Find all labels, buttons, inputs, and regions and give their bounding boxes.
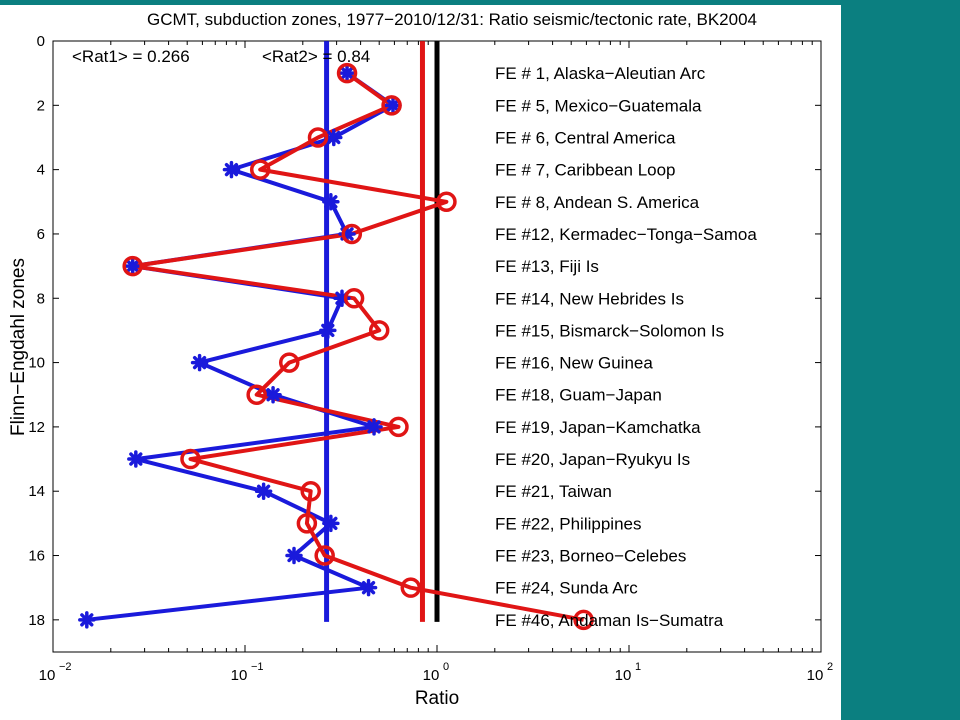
star-stroke: [361, 581, 376, 595]
zone-label: FE # 5, Mexico−Guatemala: [495, 96, 702, 115]
series-2-point: [388, 416, 409, 438]
ratio-chart: GCMT, subduction zones, 1977−2010/12/31:…: [8, 10, 833, 709]
series-1-point: [359, 578, 378, 597]
series-1-point: [254, 482, 273, 500]
x-axis-label: Ratio: [415, 688, 459, 709]
zone-label: FE #20, Japan−Ryukyu Is: [495, 450, 690, 469]
series-2-point: [381, 95, 402, 116]
series-1-point: [127, 450, 145, 468]
series-1-point: [384, 96, 402, 115]
zone-label: FE #16, New Guinea: [495, 354, 653, 373]
series-2-point: [573, 609, 594, 631]
x-tick-exponent: 2: [827, 661, 833, 673]
star-stroke: [287, 548, 301, 563]
x-tick-label: 10: [615, 667, 632, 684]
zone-label: FE # 7, Caribbean Loop: [495, 161, 676, 180]
x-tick-exponent: −2: [59, 661, 72, 673]
y-tick-label: 6: [37, 226, 45, 243]
right-side-panel: [841, 0, 960, 720]
chart-title: GCMT, subduction zones, 1977−2010/12/31:…: [147, 10, 757, 29]
star-stroke: [324, 195, 338, 209]
star-stroke: [192, 355, 207, 370]
series-2-point: [122, 255, 143, 277]
series-2-point: [368, 320, 390, 341]
series-1-point: [190, 353, 209, 372]
y-tick-label: 0: [37, 33, 45, 50]
zone-label: FE #12, Kermadec−Tonga−Samoa: [495, 225, 757, 244]
series-1-point: [365, 418, 383, 436]
series-2-line: [130, 71, 584, 622]
zone-label: FE #46, Andaman Is−Sumatra: [495, 611, 724, 630]
y-tick-label: 10: [28, 355, 45, 372]
x-tick-exponent: −1: [251, 661, 264, 673]
series-1-point: [123, 257, 142, 275]
series-2-point: [300, 480, 321, 502]
zone-label: FE #21, Taiwan: [495, 482, 612, 501]
series-2-point: [246, 384, 267, 405]
star-stroke: [340, 66, 354, 80]
series-2-point: [278, 352, 300, 373]
series-1-point: [338, 64, 356, 82]
star-stroke: [129, 452, 143, 466]
series-2-point: [436, 191, 457, 213]
series-2-point: [314, 545, 335, 566]
series-1-point: [285, 546, 303, 565]
star-stroke: [367, 420, 381, 434]
zone-label: FE # 8, Andean S. America: [495, 193, 700, 212]
series-2-point: [400, 577, 422, 598]
y-tick-label: 14: [28, 483, 45, 500]
series-1-point: [264, 385, 282, 404]
x-tick-label: 10: [231, 667, 248, 684]
series-2-point: [343, 288, 365, 309]
star-stroke: [327, 130, 341, 145]
annotation-rat1: <Rat1> = 0.266: [72, 47, 190, 66]
zone-label: FE # 1, Alaska−Aleutian Arc: [495, 64, 706, 83]
series-1-point: [319, 321, 337, 340]
zone-label: FE #18, Guam−Japan: [495, 386, 662, 405]
series-1-point: [322, 193, 340, 211]
star-stroke: [224, 162, 239, 177]
y-tick-label: 18: [28, 612, 45, 629]
star-stroke: [321, 323, 335, 338]
y-tick-label: 8: [37, 290, 45, 307]
series-2-point: [180, 448, 201, 470]
top-accent-strip: [0, 0, 960, 5]
series-1-point: [222, 160, 241, 179]
star-stroke: [386, 98, 400, 112]
series-1-point: [325, 128, 343, 147]
series-2-point: [307, 127, 329, 148]
zone-label: FE #15, Bismarck−Solomon Is: [495, 321, 724, 340]
series-2-point: [296, 513, 318, 534]
series-2-point: [336, 62, 358, 84]
x-tick-exponent: 1: [635, 661, 641, 673]
zone-label: FE #19, Japan−Kamchatka: [495, 418, 701, 437]
x-tick-exponent: 0: [443, 661, 449, 673]
zone-label: FE #13, Fiji Is: [495, 257, 599, 276]
series-2-point: [341, 223, 363, 245]
series-1-line: [86, 71, 395, 622]
star-stroke: [80, 613, 94, 627]
zone-label: FE # 6, Central America: [495, 128, 676, 147]
x-tick-label: 10: [807, 667, 824, 684]
zone-label: FE #23, Borneo−Celebes: [495, 547, 686, 566]
star-stroke: [324, 516, 338, 531]
star-stroke: [266, 388, 280, 402]
y-tick-label: 12: [28, 419, 45, 436]
series-1-point: [322, 514, 340, 533]
series-1-point: [78, 611, 96, 629]
y-tick-label: 4: [37, 162, 45, 179]
y-tick-label: 2: [37, 97, 45, 114]
x-tick-label: 10: [423, 667, 440, 684]
star-stroke: [256, 484, 271, 498]
zone-label: FE #14, New Hebrides Is: [495, 289, 684, 308]
y-tick-label: 16: [28, 548, 45, 565]
annotation-rat2: <Rat2> = 0.84: [262, 47, 370, 66]
y-axis-label: Flinn−Engdahl zones: [8, 258, 29, 436]
star-stroke: [126, 259, 140, 273]
series-2-point: [249, 159, 271, 180]
x-tick-label: 10: [39, 667, 56, 684]
zone-label: FE #24, Sunda Arc: [495, 579, 638, 598]
zone-label: FE #22, Philippines: [495, 514, 641, 533]
